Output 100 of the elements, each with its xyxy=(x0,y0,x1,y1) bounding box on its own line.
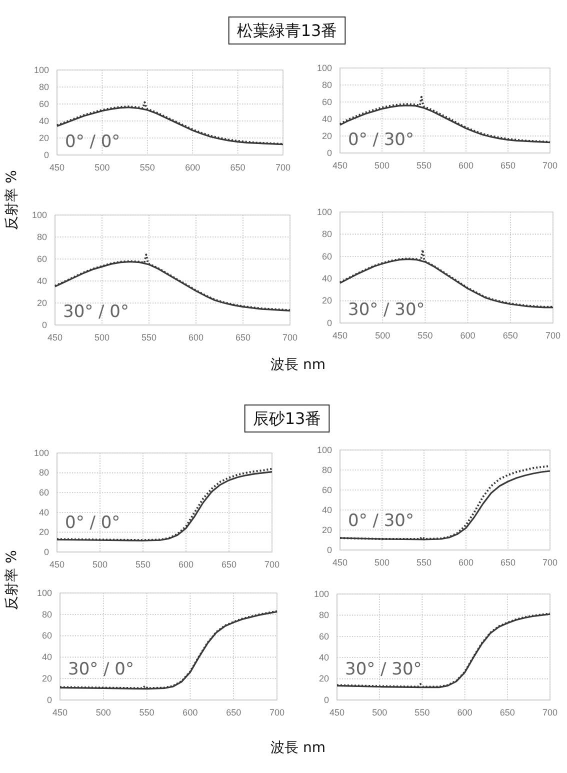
y-tick-label: 20 xyxy=(318,674,329,684)
x-tick-label: 650 xyxy=(500,557,516,568)
x-tick-label: 450 xyxy=(52,707,68,718)
y-tick-label: 20 xyxy=(322,130,332,141)
y-tick-label: 40 xyxy=(322,504,332,515)
x-tick-label: 500 xyxy=(96,707,111,718)
x-tick-label: 600 xyxy=(458,160,474,170)
x-tick-label: 700 xyxy=(282,332,298,342)
y-tick-label: 100 xyxy=(32,210,47,220)
x-tick-label: 600 xyxy=(188,332,204,342)
y-tick-label: 80 xyxy=(318,610,329,620)
y-tick-label: 20 xyxy=(38,132,49,143)
x-tick-label: 550 xyxy=(135,559,151,570)
y-tick-label: 40 xyxy=(322,114,332,124)
x-tick-label: 550 xyxy=(414,707,430,718)
y-tick-label: 20 xyxy=(38,527,49,538)
y-tick-label: 100 xyxy=(316,206,332,217)
x-tick-label: 650 xyxy=(502,330,518,340)
x-tick-label: 450 xyxy=(332,160,348,170)
y-tick-label: 40 xyxy=(42,652,52,662)
x-tick-label: 500 xyxy=(375,330,390,340)
y-tick-label: 100 xyxy=(316,62,332,73)
x-tick-label: 500 xyxy=(374,557,390,568)
chart-title: 松葉緑青13番 xyxy=(236,21,338,40)
annotation: 0° / 30° xyxy=(348,511,414,531)
y-tick-label: 0 xyxy=(42,320,47,330)
x-tick-label: 650 xyxy=(226,707,242,718)
annotation: 0° / 30° xyxy=(348,130,414,150)
x-tick-label: 650 xyxy=(235,332,251,342)
y-tick-label: 0 xyxy=(44,546,49,557)
y-tick-label: 0 xyxy=(46,694,52,705)
x-tick-label: 600 xyxy=(458,557,474,568)
y-tick-label: 100 xyxy=(34,448,49,458)
annotation: 0° / 0° xyxy=(65,132,120,152)
y-tick-label: 40 xyxy=(322,273,332,284)
x-tick-label: 550 xyxy=(416,557,432,568)
x-tick-label: 700 xyxy=(545,330,561,340)
y-tick-label: 80 xyxy=(42,609,52,620)
y-axis-title: 反射率 % xyxy=(4,170,20,230)
x-tick-label: 700 xyxy=(275,162,291,172)
y-tick-label: 60 xyxy=(322,484,332,495)
x-tick-label: 700 xyxy=(542,160,558,170)
y-tick-label: 0 xyxy=(326,148,332,158)
x-tick-label: 450 xyxy=(49,162,65,172)
y-tick-label: 60 xyxy=(318,631,329,642)
x-tick-label: 600 xyxy=(182,707,198,718)
chart-title: 辰砂13番 xyxy=(252,409,322,428)
x-tick-label: 600 xyxy=(178,559,194,570)
x-tick-label: 550 xyxy=(418,330,433,340)
x-tick-label: 500 xyxy=(374,160,390,170)
x-tick-label: 450 xyxy=(49,559,65,570)
x-tick-label: 450 xyxy=(329,707,345,718)
annotation: 30° / 0° xyxy=(63,302,129,322)
annotation: 30° / 30° xyxy=(348,300,425,320)
y-tick-label: 60 xyxy=(36,254,47,264)
x-tick-label: 500 xyxy=(94,162,110,172)
y-tick-label: 60 xyxy=(322,251,332,262)
x-tick-label: 450 xyxy=(332,330,348,340)
y-tick-label: 20 xyxy=(322,296,332,306)
x-tick-label: 700 xyxy=(264,559,280,570)
x-tick-label: 550 xyxy=(140,162,155,172)
y-tick-label: 100 xyxy=(314,588,329,599)
annotation: 0° / 0° xyxy=(65,513,120,534)
annotation: 30° / 30° xyxy=(345,660,422,680)
y-tick-label: 0 xyxy=(324,694,329,705)
y-tick-label: 60 xyxy=(38,98,49,109)
x-tick-label: 700 xyxy=(269,707,285,718)
y-tick-label: 0 xyxy=(44,150,49,160)
x-tick-label: 550 xyxy=(139,707,154,718)
y-tick-label: 80 xyxy=(322,229,332,240)
x-tick-label: 650 xyxy=(221,559,237,570)
y-tick-label: 100 xyxy=(36,588,52,598)
x-axis-title: 波長 nm xyxy=(270,740,326,756)
x-tick-label: 500 xyxy=(92,559,108,570)
y-tick-label: 0 xyxy=(326,318,332,328)
y-tick-label: 100 xyxy=(316,444,332,455)
y-axis-title: 反射率 % xyxy=(4,550,20,610)
x-axis-title: 波長 nm xyxy=(270,357,326,373)
x-tick-label: 700 xyxy=(542,557,558,568)
x-tick-label: 500 xyxy=(372,707,388,718)
annotation: 30° / 0° xyxy=(68,659,134,680)
y-tick-label: 40 xyxy=(36,276,47,286)
y-tick-label: 60 xyxy=(38,487,49,498)
x-tick-label: 500 xyxy=(94,332,110,342)
y-tick-label: 60 xyxy=(322,96,332,107)
x-tick-label: 650 xyxy=(500,160,516,170)
y-tick-label: 100 xyxy=(34,64,49,75)
y-tick-label: 40 xyxy=(38,116,49,126)
y-tick-label: 80 xyxy=(322,464,332,475)
x-tick-label: 700 xyxy=(542,707,558,718)
x-tick-label: 650 xyxy=(230,162,246,172)
y-tick-label: 60 xyxy=(42,630,52,641)
x-tick-label: 600 xyxy=(185,162,200,172)
x-tick-label: 450 xyxy=(47,332,63,342)
x-tick-label: 650 xyxy=(500,707,515,718)
x-tick-label: 600 xyxy=(457,707,472,718)
y-tick-label: 0 xyxy=(326,544,332,555)
y-tick-label: 80 xyxy=(322,80,332,90)
x-tick-label: 550 xyxy=(416,160,432,170)
y-tick-label: 20 xyxy=(42,673,52,684)
